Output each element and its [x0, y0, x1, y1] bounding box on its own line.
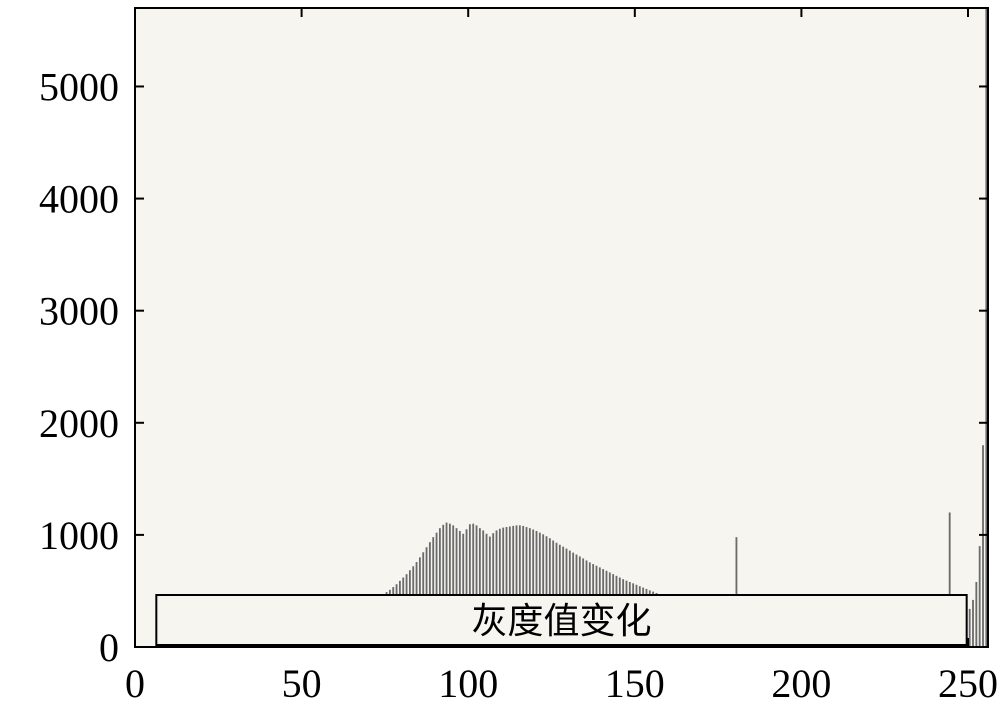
x-tick-label: 200 [771, 661, 831, 706]
x-tick-label: 100 [438, 661, 498, 706]
y-tick-label: 1000 [39, 513, 119, 558]
x-tick-label: 250 [938, 661, 998, 706]
histogram-bar [975, 582, 977, 647]
y-tick-label: 0 [99, 625, 119, 670]
histogram-chart: 0 1000 2000 3000 4000 5000 0 50 100 150 200 250 灰度值变… [0, 0, 1000, 725]
y-tick-label: 4000 [39, 177, 119, 222]
y-tick-label: 2000 [39, 401, 119, 446]
x-tick-label: 150 [605, 661, 665, 706]
chart-wrapper: 0 1000 2000 3000 4000 5000 0 50 100 150 200 250 灰度值变… [0, 0, 1000, 725]
histogram-bar [982, 445, 984, 647]
legend-label: 灰度值变化 [471, 601, 651, 641]
histogram-bar [969, 609, 971, 647]
histogram-bar [985, 8, 987, 647]
histogram-bar [979, 546, 981, 647]
histogram-bar [972, 600, 974, 647]
plot-background [135, 8, 988, 647]
x-tick-label: 0 [125, 661, 145, 706]
y-tick-label: 3000 [39, 289, 119, 334]
x-tick-label: 50 [282, 661, 322, 706]
y-tick-label: 5000 [39, 64, 119, 109]
